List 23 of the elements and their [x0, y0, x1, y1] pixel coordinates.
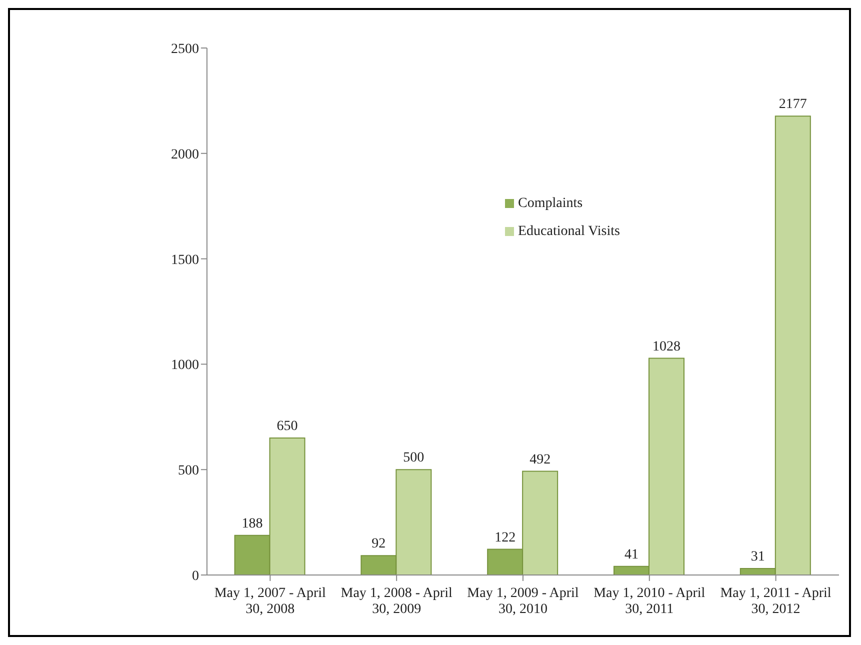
data-label: 500 — [403, 450, 424, 466]
data-label: 1028 — [652, 339, 680, 354]
data-label: 2177 — [778, 97, 807, 112]
data-label: 650 — [276, 418, 298, 434]
y-tick-label: 500 — [178, 464, 199, 479]
y-tick-label: 0 — [192, 568, 199, 584]
data-label: 188 — [242, 516, 263, 532]
x-tick-label: May 1, 2008 - April 30, 2009 — [340, 586, 452, 617]
legend-label: Complaints — [518, 196, 583, 211]
data-label: 92 — [372, 536, 386, 552]
x-tick-label: May 1, 2010 - April 30, 2011 — [594, 586, 706, 617]
data-label: 492 — [530, 452, 551, 468]
y-tick-label: 2000 — [170, 147, 199, 162]
legend-label: Educational Visits — [518, 224, 620, 239]
y-tick-label: 1500 — [170, 252, 199, 268]
y-tick-label: 2500 — [170, 42, 199, 57]
x-tick-label: May 1, 2009 - April 30, 2010 — [467, 586, 579, 617]
y-tick-label: 1000 — [170, 358, 199, 374]
data-label: 122 — [494, 530, 516, 546]
data-label: 31 — [750, 549, 765, 564]
data-label: 41 — [624, 547, 638, 562]
x-tick-label: May 1, 2007 - April 30, 2008 — [214, 586, 326, 617]
x-tick-label: May 1, 2011 - April 30, 2012 — [720, 586, 832, 617]
